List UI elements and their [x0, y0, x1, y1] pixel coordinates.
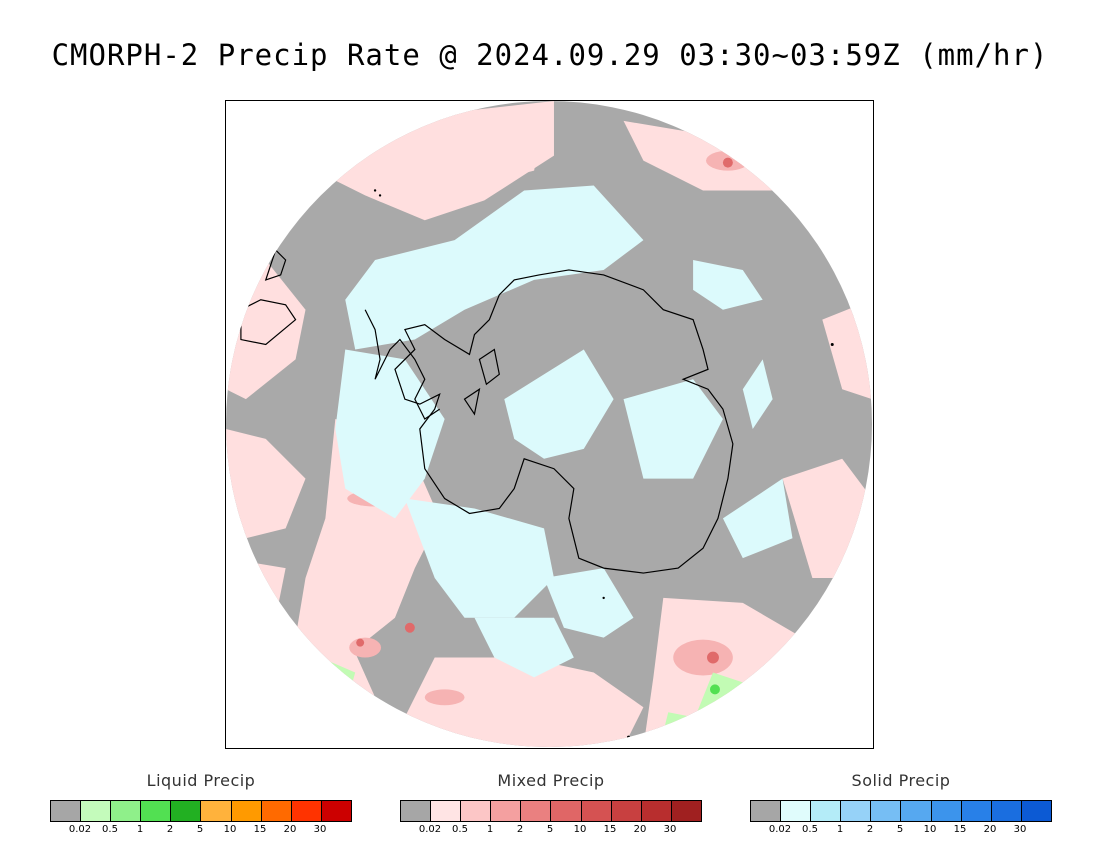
- legend-tick-label: 30: [314, 824, 327, 835]
- legend-tick-label: 2: [167, 824, 173, 835]
- legend-swatch: [582, 801, 612, 821]
- legend-swatch: [322, 801, 351, 821]
- legend-solid-precip: Solid Precip 0.02 0.5 1 2 5 10 15 20 30: [750, 770, 1052, 838]
- map-panel: [225, 100, 874, 749]
- legend-mixed-ticks: 0.02 0.5 1 2 5 10 15 20 30: [400, 824, 702, 838]
- legend-tick-label: 30: [1014, 824, 1027, 835]
- legend-swatch: [901, 801, 931, 821]
- legend-tick-label: 15: [954, 824, 967, 835]
- legend-tick-label: 0.02: [419, 824, 441, 835]
- legend-tick-label: 20: [634, 824, 647, 835]
- legend-mixed-colorbar: [400, 800, 702, 822]
- map-title: CMORPH-2 Precip Rate @ 2024.09.29 03:30~…: [0, 38, 1100, 72]
- legend-tick-label: 1: [487, 824, 493, 835]
- legend-tick-label: 15: [254, 824, 267, 835]
- legend-tick-label: 2: [867, 824, 873, 835]
- legend-swatch: [1022, 801, 1051, 821]
- legend-swatch: [811, 801, 841, 821]
- legend-tick-label: 10: [924, 824, 937, 835]
- legend-swatch: [551, 801, 581, 821]
- legend-swatch: [461, 801, 491, 821]
- legend-tick-label: 5: [197, 824, 203, 835]
- legend-swatch: [51, 801, 81, 821]
- liquid-moderate-cells: [710, 684, 720, 694]
- legend-mixed-title: Mixed Precip: [400, 770, 702, 792]
- legend-swatch: [401, 801, 431, 821]
- legend-liquid-title: Liquid Precip: [50, 770, 352, 792]
- legend-tick-label: 5: [897, 824, 903, 835]
- legend-swatch: [992, 801, 1022, 821]
- legend-solid-ticks: 0.02 0.5 1 2 5 10 15 20 30: [750, 824, 1052, 838]
- legend-solid-colorbar: [750, 800, 1052, 822]
- legend-swatch: [141, 801, 171, 821]
- legend-swatch: [751, 801, 781, 821]
- legend-swatch: [201, 801, 231, 821]
- legend-tick-label: 5: [547, 824, 553, 835]
- legend-swatch: [781, 801, 811, 821]
- legend-tick-label: 0.02: [769, 824, 791, 835]
- legend-tick-label: 0.5: [102, 824, 118, 835]
- legend-tick-label: 10: [224, 824, 237, 835]
- legend-swatch: [962, 801, 992, 821]
- legend-swatch: [642, 801, 672, 821]
- legend-swatch: [431, 801, 461, 821]
- legend-swatch: [262, 801, 292, 821]
- legend-tick-label: 2: [517, 824, 523, 835]
- legend-swatch: [841, 801, 871, 821]
- legend-tick-label: 0.02: [69, 824, 91, 835]
- legend-swatch: [672, 801, 701, 821]
- legend-swatch: [612, 801, 642, 821]
- legend-swatch: [871, 801, 901, 821]
- legend-tick-label: 0.5: [452, 824, 468, 835]
- legend-tick-label: 20: [284, 824, 297, 835]
- legend-swatch: [292, 801, 322, 821]
- legend-tick-label: 1: [137, 824, 143, 835]
- polar-map: [226, 101, 872, 747]
- legend-swatch: [932, 801, 962, 821]
- legend-liquid-ticks: 0.02 0.5 1 2 5 10 15 20 30: [50, 824, 352, 838]
- legend-tick-label: 0.5: [802, 824, 818, 835]
- legend-tick-label: 15: [604, 824, 617, 835]
- legend-swatch: [171, 801, 201, 821]
- legend-solid-title: Solid Precip: [750, 770, 1052, 792]
- legend-tick-label: 20: [984, 824, 997, 835]
- legend-swatch: [491, 801, 521, 821]
- legend-swatch: [521, 801, 551, 821]
- legend-liquid-colorbar: [50, 800, 352, 822]
- legend-tick-label: 1: [837, 824, 843, 835]
- legend-tick-label: 10: [574, 824, 587, 835]
- legend-liquid-precip: Liquid Precip 0.02 0.5 1 2 5 10 15 20 30: [50, 770, 352, 838]
- legend-swatch: [111, 801, 141, 821]
- legend-swatch: [232, 801, 262, 821]
- legend-tick-label: 30: [664, 824, 677, 835]
- legend-mixed-precip: Mixed Precip 0.02 0.5 1 2 5 10 15 20 30: [400, 770, 702, 838]
- legend-swatch: [81, 801, 111, 821]
